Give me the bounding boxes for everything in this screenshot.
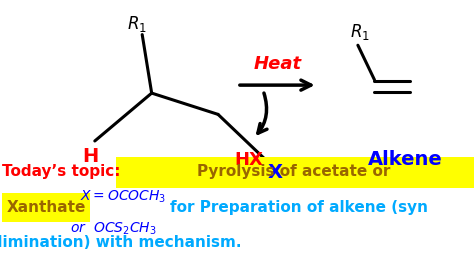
Text: H: H bbox=[82, 147, 98, 167]
Text: $R_1$: $R_1$ bbox=[350, 22, 370, 42]
Text: for Preparation of alkene (syn: for Preparation of alkene (syn bbox=[170, 200, 428, 215]
Text: Heat: Heat bbox=[253, 55, 301, 73]
Text: X: X bbox=[267, 163, 283, 182]
Text: Pyrolysis of acetate or: Pyrolysis of acetate or bbox=[197, 164, 391, 179]
Text: $X = OCOCH_3$: $X = OCOCH_3$ bbox=[80, 189, 166, 205]
Text: $or\ \ OCS_2CH_3$: $or\ \ OCS_2CH_3$ bbox=[71, 221, 157, 237]
Text: Xanthate: Xanthate bbox=[6, 200, 86, 215]
Text: HX: HX bbox=[235, 151, 263, 169]
Bar bbox=[116, 157, 474, 188]
Text: $R_1$: $R_1$ bbox=[128, 14, 147, 34]
Text: Alkene: Alkene bbox=[368, 150, 443, 169]
Bar bbox=[2, 193, 90, 222]
Text: elimination) with mechanism.: elimination) with mechanism. bbox=[0, 235, 241, 250]
Text: Today’s topic:: Today’s topic: bbox=[2, 164, 121, 179]
